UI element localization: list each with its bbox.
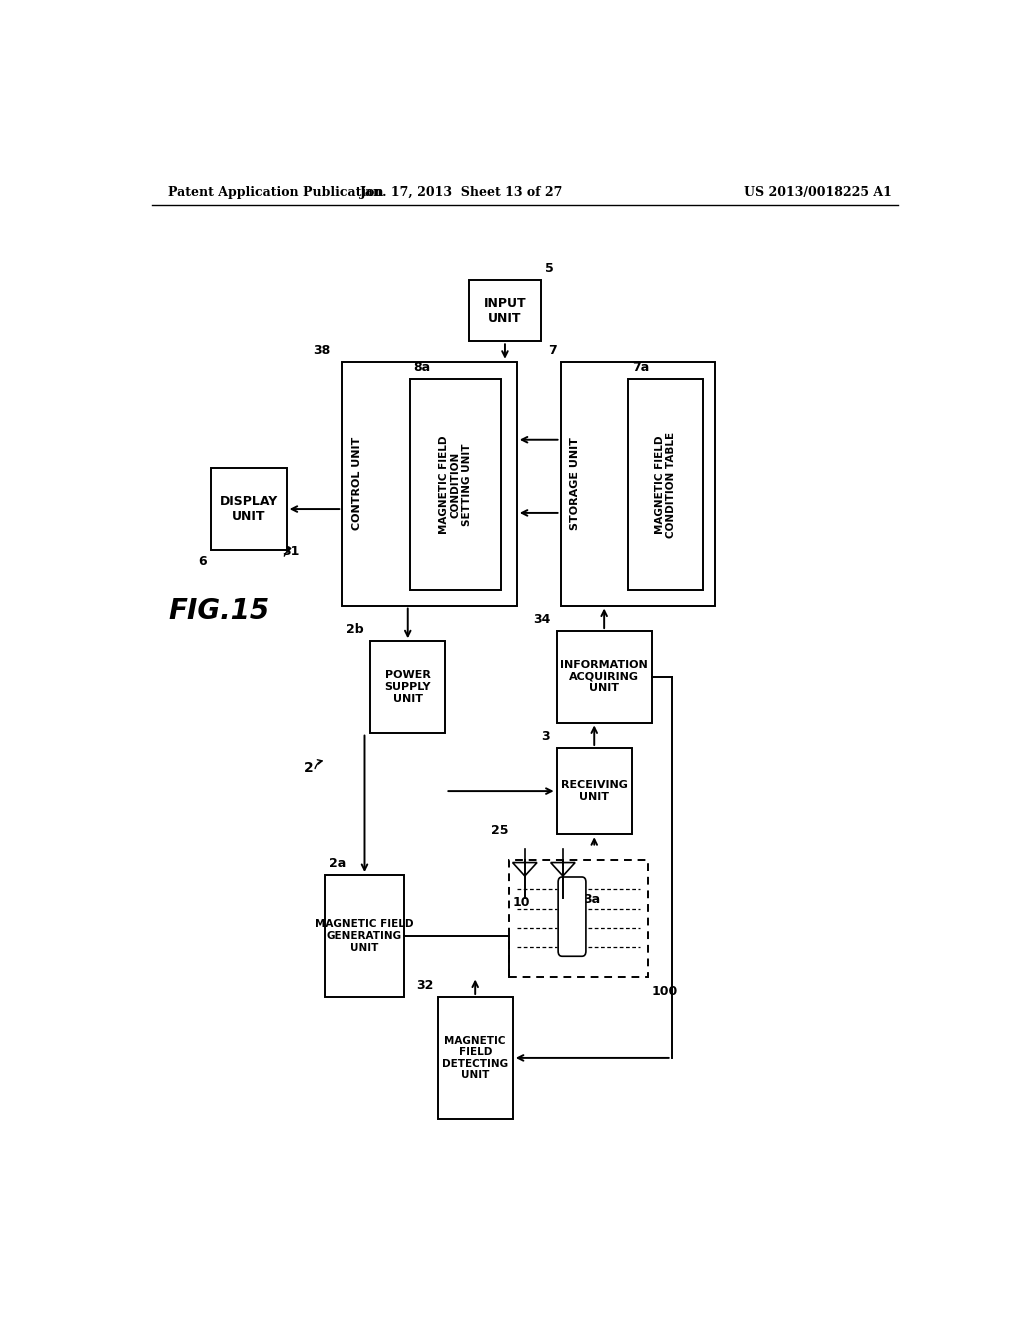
FancyBboxPatch shape [437, 997, 513, 1119]
Text: US 2013/0018225 A1: US 2013/0018225 A1 [744, 186, 892, 199]
FancyBboxPatch shape [509, 859, 648, 977]
Text: 2b: 2b [346, 623, 364, 636]
Text: INFORMATION
ACQUIRING
UNIT: INFORMATION ACQUIRING UNIT [560, 660, 648, 693]
FancyBboxPatch shape [558, 876, 586, 956]
FancyBboxPatch shape [410, 379, 501, 590]
Text: 38: 38 [313, 343, 331, 356]
Text: 6: 6 [199, 554, 207, 568]
Text: INPUT
UNIT: INPUT UNIT [483, 297, 526, 325]
Text: 34: 34 [532, 612, 550, 626]
FancyBboxPatch shape [557, 748, 632, 834]
FancyBboxPatch shape [469, 280, 541, 342]
Text: MAGNETIC
FIELD
DETECTING
UNIT: MAGNETIC FIELD DETECTING UNIT [442, 1035, 508, 1080]
Text: POWER
SUPPLY
UNIT: POWER SUPPLY UNIT [384, 671, 431, 704]
Text: 7: 7 [548, 343, 557, 356]
Text: 2: 2 [304, 762, 313, 775]
Text: 7a: 7a [632, 360, 649, 374]
Text: 2a: 2a [329, 857, 346, 870]
FancyBboxPatch shape [370, 642, 445, 733]
Text: 25: 25 [492, 825, 509, 837]
Text: FIG.15: FIG.15 [169, 597, 270, 624]
Text: Patent Application Publication: Patent Application Publication [168, 186, 383, 199]
Text: 32: 32 [416, 979, 433, 991]
Text: MAGNETIC FIELD
CONDITION TABLE: MAGNETIC FIELD CONDITION TABLE [655, 432, 677, 537]
FancyBboxPatch shape [557, 631, 652, 722]
Text: 3: 3 [542, 730, 550, 743]
Text: RECEIVING
UNIT: RECEIVING UNIT [561, 780, 628, 803]
Text: STORAGE UNIT: STORAGE UNIT [569, 437, 580, 531]
FancyBboxPatch shape [342, 362, 517, 606]
Text: 31: 31 [282, 545, 299, 558]
FancyBboxPatch shape [560, 362, 715, 606]
Text: MAGNETIC FIELD
CONDITION
SETTING UNIT: MAGNETIC FIELD CONDITION SETTING UNIT [438, 436, 472, 533]
Text: MAGNETIC FIELD
GENERATING
UNIT: MAGNETIC FIELD GENERATING UNIT [315, 919, 414, 953]
FancyBboxPatch shape [325, 875, 404, 997]
Text: CONTROL UNIT: CONTROL UNIT [351, 437, 361, 531]
Text: 10: 10 [513, 896, 530, 909]
Text: Jan. 17, 2013  Sheet 13 of 27: Jan. 17, 2013 Sheet 13 of 27 [359, 186, 563, 199]
Text: 8a: 8a [414, 360, 431, 374]
Text: 3a: 3a [583, 894, 600, 907]
Text: DISPLAY
UNIT: DISPLAY UNIT [220, 495, 279, 523]
Text: 5: 5 [545, 263, 553, 276]
FancyBboxPatch shape [211, 469, 287, 549]
FancyBboxPatch shape [628, 379, 703, 590]
Text: 100: 100 [652, 985, 678, 998]
